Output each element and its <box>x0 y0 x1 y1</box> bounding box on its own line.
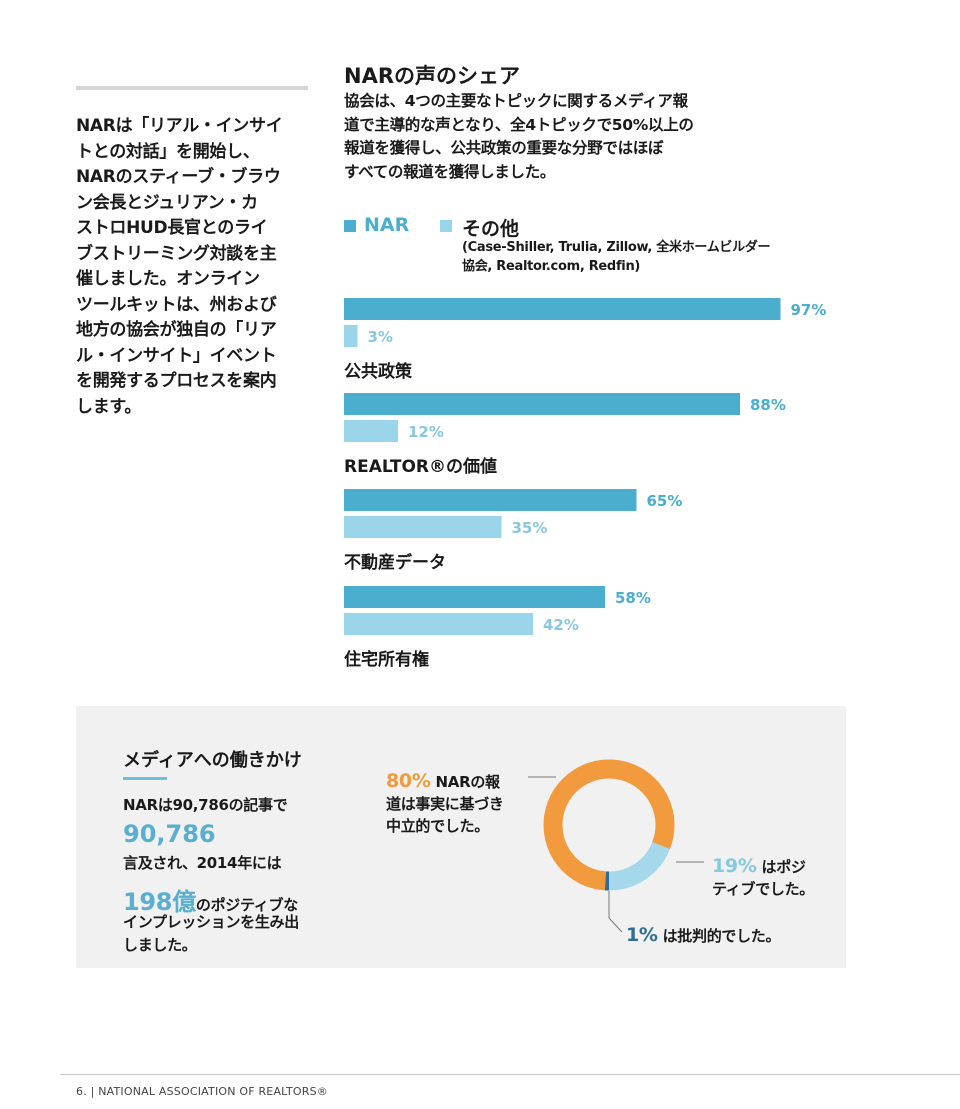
positive-text-1: はポジ <box>761 858 806 876</box>
category-label: 不動産データ <box>344 552 446 573</box>
donut-slice-neutral <box>543 759 675 891</box>
chart-subtitle: 協会は、4つの主要なトピックに関するメディア報 道で主導的な声となり、全4トピッ… <box>344 90 784 184</box>
media-line-1: NARは90,786の記事で <box>123 796 288 814</box>
chart-subtitle-line: 報道を獲得し、公共政策の重要な分野ではほぼ <box>344 139 664 157</box>
bar-value-label: 12% <box>408 423 444 441</box>
media-line-2: 言及され、2014年には <box>123 854 282 872</box>
intro-line: 地方の協会が独自の「リア <box>76 320 277 340</box>
bar-nar <box>344 393 740 415</box>
media-impressions-number: 198億 <box>123 888 196 916</box>
bar-value-label: 88% <box>750 396 786 414</box>
intro-line: ツールキットは、州および <box>76 294 277 315</box>
intro-line: ル・インサイト」イベント <box>76 345 277 366</box>
media-line-5: しました。 <box>123 936 197 954</box>
legend-swatch-nar <box>344 220 356 232</box>
media-line-3-text: のポジティブな <box>195 896 298 914</box>
intro-line: ン会長とジュリアン・カ <box>76 192 258 213</box>
chart-subtitle-line: 協会は、4つの主要なトピックに関するメディア報 <box>344 92 688 110</box>
neutral-pct: 80% <box>386 770 431 792</box>
bar-value-label: 3% <box>368 328 393 346</box>
intro-line: 催しました。オンライン <box>76 269 260 289</box>
media-big-number: 90,786 <box>123 820 216 848</box>
chart-subtitle-line: 道で主導的な声となり、全4トピックで50%以上の <box>344 115 694 134</box>
intro-line: NARは「リアル・インサイ <box>76 116 283 136</box>
positive-label: 19% はポジ ティブでした。 <box>712 855 814 900</box>
page-footer: 6. | NATIONAL ASSOCIATION OF REALTORS® <box>76 1085 329 1098</box>
bar-chart: 97% 3% 公共政策 88% 12% REALTOR®の価値 65% 35% 不動産データ 58… <box>344 298 827 670</box>
intro-line: します。 <box>76 396 142 417</box>
intro-divider <box>76 86 308 90</box>
bar-value-label: 65% <box>647 492 683 510</box>
bar-value-label: 35% <box>512 519 548 537</box>
bar-other <box>344 516 502 538</box>
intro-line: ブストリーミング対談を主 <box>76 243 277 264</box>
bar-other <box>344 613 533 635</box>
intro-text: NARは「リアル・インサイ トとの対話」を開始し、 NARのスティーブ・ブラウ … <box>76 114 316 420</box>
legend-swatch-other <box>440 220 452 232</box>
donut-slice-positive <box>608 841 670 891</box>
intro-line: ストロHUD長官とのライ <box>76 218 268 238</box>
category-label: 住宅所有権 <box>344 649 429 670</box>
neutral-text-2: 道は事実に基づき <box>386 795 504 813</box>
legend-label-other: その他 <box>462 218 520 240</box>
bar-other <box>344 325 358 347</box>
critical-label: 1% は批判的でした。 <box>626 924 781 947</box>
media-title-underline <box>123 777 167 780</box>
critical-pct: 1% <box>626 924 658 946</box>
legend-note-line: (Case-Shiller, Trulia, Zillow, 全米ホームビルダー <box>462 240 771 255</box>
legend-note: (Case-Shiller, Trulia, Zillow, 全米ホームビルダー… <box>462 238 802 276</box>
intro-line: を開発するプロセスを案内 <box>76 371 277 391</box>
bar-nar <box>344 586 605 608</box>
bar-value-label: 42% <box>543 616 579 634</box>
media-line-4: インプレッションを生み出 <box>123 913 299 931</box>
bar-value-label: 97% <box>791 301 827 319</box>
legend-note-line: 協会, Realtor.com, Redfin) <box>462 259 641 274</box>
neutral-label: 80% NARの報 道は事実に基づき 中立的でした。 <box>386 770 504 837</box>
media-panel <box>76 706 846 968</box>
footer-divider <box>60 1074 960 1075</box>
bar-other <box>344 420 398 442</box>
chart-subtitle-line: すべての報道を獲得しました。 <box>344 162 556 181</box>
legend-label-nar: NAR <box>364 214 410 236</box>
positive-pct: 19% <box>712 855 757 877</box>
critical-leader-line <box>608 917 623 933</box>
media-line-3: 198億のポジティブな <box>123 882 298 917</box>
critical-text: は批判的でした。 <box>662 927 781 945</box>
positive-text-2: ティブでした。 <box>712 880 815 898</box>
neutral-text-3: 中立的でした。 <box>386 817 489 835</box>
bar-value-label: 58% <box>615 589 651 607</box>
chart-title: NARの声のシェア <box>344 64 520 88</box>
intro-line: NARのスティーブ・ブラウ <box>76 167 281 187</box>
intro-line: トとの対話」を開始し、 <box>76 141 260 162</box>
neutral-text-1: NARの報 <box>435 773 501 791</box>
category-label: REALTOR®の価値 <box>344 456 497 477</box>
media-title: メディアへの働きかけ <box>123 750 302 771</box>
bar-nar <box>344 489 637 511</box>
bar-nar <box>344 298 781 320</box>
sentiment-donut <box>528 759 704 933</box>
category-label: 公共政策 <box>344 361 413 382</box>
